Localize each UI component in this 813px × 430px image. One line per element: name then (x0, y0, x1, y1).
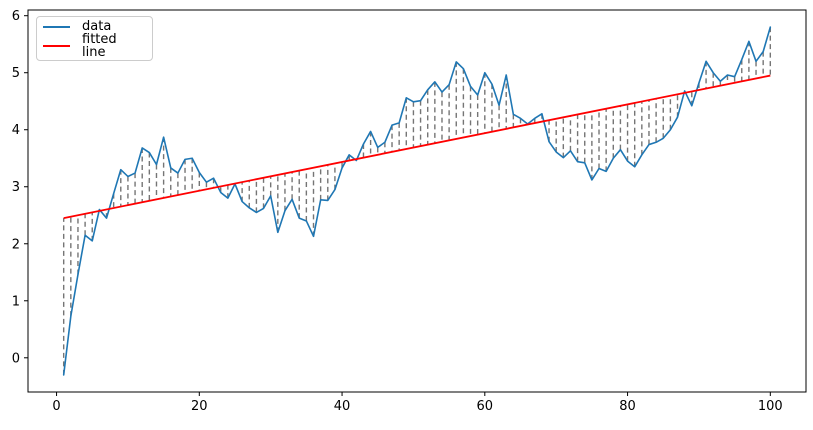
legend-label-data: data (82, 19, 112, 34)
fitted-line-sample (43, 45, 70, 47)
y-tick-label: 2 (12, 237, 20, 252)
y-tick-label: 6 (12, 9, 20, 24)
x-tick-label: 20 (191, 399, 208, 414)
fitted-line (63, 74, 771, 219)
legend: data fitted line (36, 16, 153, 61)
x-tick-label: 100 (758, 399, 783, 414)
x-tick-label: 80 (619, 399, 636, 414)
x-tick-label: 60 (477, 399, 494, 414)
y-tick-label: 0 (12, 351, 20, 366)
data-series-line (62, 26, 772, 376)
legend-entry-data: data (43, 20, 144, 33)
y-tick-label: 3 (12, 180, 20, 195)
residual-lines-group (62, 27, 772, 375)
legend-label-fitted-line: fitted line (82, 32, 117, 60)
y-tick-label: 4 (12, 123, 20, 138)
y-tick-label: 5 (12, 66, 20, 81)
y-tick-label: 1 (12, 294, 20, 309)
x-tick-label: 40 (334, 399, 351, 414)
x-tick-label: 0 (52, 399, 60, 414)
axes-frame (27, 9, 807, 393)
data-line-sample (43, 25, 70, 28)
legend-entry-fitted-line: fitted line (43, 33, 144, 59)
